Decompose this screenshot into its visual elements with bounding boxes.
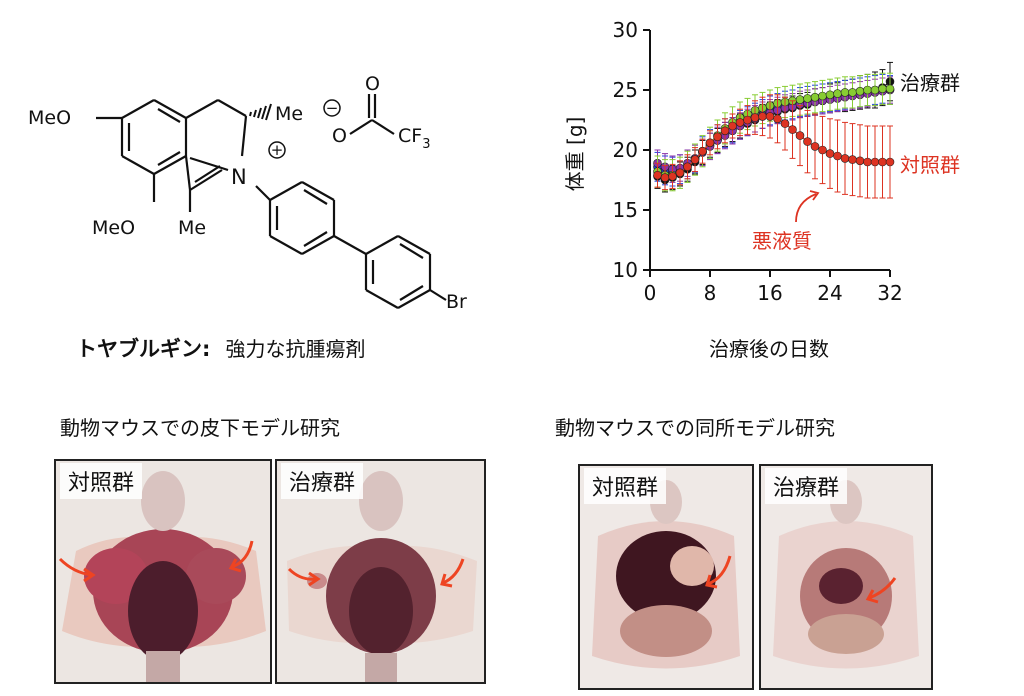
data-point: [878, 84, 887, 94]
data-point: [870, 157, 880, 167]
orth-control-label: 対照群: [584, 468, 667, 504]
red-arrow: [865, 577, 897, 604]
data-point: [803, 94, 812, 103]
data-point: [863, 157, 872, 167]
orthotopic-study-title: 動物マウスでの同所モデル研究: [555, 416, 835, 440]
subcutaneous-control-photo: 対照群: [54, 459, 272, 684]
anion-charge: −: [326, 99, 339, 117]
data-point: [810, 142, 820, 151]
data-point: [840, 88, 850, 97]
cachexia-annotation: 悪液質: [752, 229, 812, 253]
data-point: [878, 157, 887, 167]
x-tick-label: 0: [644, 281, 657, 305]
legend-control-label: 対照群: [900, 153, 960, 177]
data-point: [810, 92, 820, 102]
sub-control-label: 対照群: [60, 463, 143, 499]
x-tick-label: 24: [817, 281, 842, 305]
x-tick-label: 32: [877, 281, 902, 305]
x-axis-label: 治療後の日数: [709, 337, 829, 361]
data-point: [855, 86, 865, 96]
subcutaneous-study-title: 動物マウスでの皮下モデル研究: [60, 416, 340, 440]
data-point: [683, 162, 692, 172]
cachexia-arrow: [795, 193, 817, 223]
chart-axes: 10 15 20 25 30 0 8 16 24 32: [613, 18, 903, 305]
data-point: [690, 155, 700, 164]
anion-oxygen-label: O: [332, 125, 347, 147]
data-point: [735, 118, 745, 127]
data-point: [848, 88, 857, 97]
y-tick-label: 25: [613, 78, 638, 102]
orth-treated-label: 治療群: [765, 468, 848, 504]
data-point: [825, 90, 835, 100]
data-point: [833, 89, 842, 98]
sub-treated-label: 治療群: [281, 463, 364, 499]
compound-caption: トヤブルギン: 強力な抗腫瘍剤: [76, 333, 366, 363]
data-point: [728, 121, 737, 131]
x-tick-label: 8: [704, 281, 717, 305]
chemical-structure: MeO MeO Me Me N + O O − CF3 Br: [28, 73, 467, 313]
x-tick-label: 16: [757, 281, 782, 305]
red-arrows: [58, 540, 254, 583]
data-point: [818, 91, 827, 101]
methyl-bottom-label: Me: [178, 217, 206, 239]
ome-top-label: MeO: [28, 107, 71, 129]
red-arrows: [287, 558, 465, 588]
ome-bottom-label: MeO: [92, 217, 135, 239]
data-point: [743, 115, 752, 125]
data-point: [840, 154, 850, 163]
legend-treated-label: 治療群: [900, 71, 960, 95]
data-point: [758, 112, 767, 121]
data-point: [668, 172, 677, 181]
red-arrow: [705, 555, 732, 589]
y-tick-label: 30: [613, 18, 638, 42]
data-point: [818, 145, 827, 155]
data-point: [863, 85, 872, 95]
carbonyl-oxygen-label: O: [365, 73, 380, 95]
bromine-label: Br: [446, 291, 467, 313]
orthotopic-treated-photo: 治療群: [759, 464, 933, 690]
methyl-stereo-label: Me: [275, 103, 303, 125]
nitrogen-charge: +: [271, 141, 284, 159]
compound-name: トヤブルギン:: [76, 337, 211, 361]
data-point: [795, 95, 805, 104]
data-point: [885, 84, 895, 94]
series-4: [653, 94, 895, 199]
data-point: [660, 173, 670, 182]
data-point: [833, 151, 842, 161]
data-point: [750, 113, 760, 122]
data-point: [870, 85, 880, 95]
cf3-label: CF3: [398, 125, 430, 152]
body-weight-chart: 10 15 20 25 30 0 8 16 24 32 体重 [g] 治療後の日数 治療群 対照群…: [563, 18, 960, 361]
cf3-main: CF: [398, 125, 422, 147]
cachexia-arrow-head: [809, 190, 820, 201]
data-point: [675, 168, 685, 178]
data-point: [720, 126, 730, 136]
y-axis-label: 体重 [g]: [563, 117, 587, 192]
data-point: [795, 131, 805, 140]
cf3-subscript: 3: [422, 137, 430, 152]
subcutaneous-treated-photo: 治療群: [275, 459, 486, 684]
orthotopic-control-photo: 対照群: [578, 464, 754, 690]
data-point: [788, 125, 797, 134]
data-point: [825, 149, 835, 158]
data-point: [698, 146, 707, 156]
data-point: [705, 138, 715, 148]
data-point: [713, 132, 722, 142]
nitrogen-label: N: [231, 165, 247, 189]
data-point: [855, 156, 865, 166]
data-point: [773, 114, 782, 124]
data-point: [765, 112, 775, 121]
data-point: [803, 137, 812, 146]
data-point: [848, 155, 857, 164]
compound-description: 強力な抗腫瘍剤: [225, 337, 366, 361]
y-tick-label: 10: [613, 258, 638, 282]
chart-series-layer: [653, 61, 895, 199]
series-3: [653, 72, 895, 192]
data-point: [780, 119, 790, 128]
y-tick-label: 15: [613, 198, 638, 222]
data-point: [885, 157, 895, 167]
series-line: [657, 115, 890, 179]
data-point: [653, 170, 662, 180]
y-tick-label: 20: [613, 138, 638, 162]
